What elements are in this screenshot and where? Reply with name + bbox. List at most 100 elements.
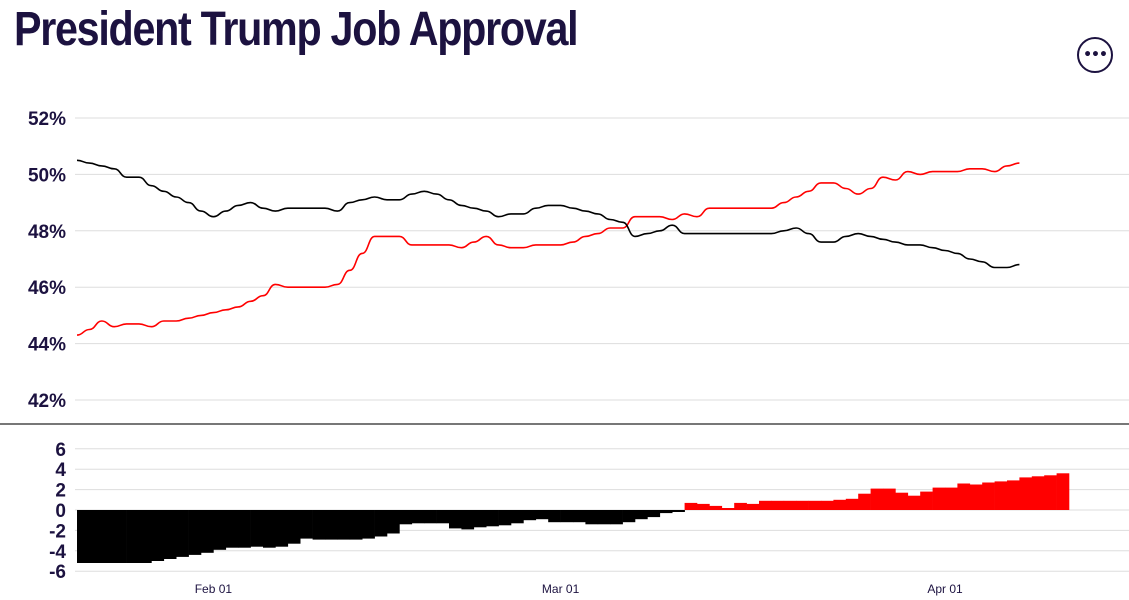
net-bar: [1031, 476, 1045, 510]
series-point-1: [324, 207, 326, 209]
series-point-1: [895, 241, 897, 243]
net-bar: [139, 510, 152, 563]
series-point-0: [647, 216, 649, 218]
net-bar: [635, 510, 648, 520]
net-bar: [870, 488, 884, 510]
series-point-1: [76, 160, 78, 162]
series-point-1: [312, 207, 314, 209]
series-point-1: [275, 210, 277, 212]
series-point-1: [523, 213, 525, 215]
net-bar: [535, 510, 549, 520]
series-point-1: [634, 236, 636, 238]
series-point-0: [510, 247, 512, 249]
series-point-0: [758, 207, 760, 209]
series-point-1: [857, 233, 859, 235]
more-options-button[interactable]: •••: [1077, 37, 1113, 73]
net-bar: [325, 510, 338, 540]
net-bar: [573, 510, 586, 523]
series-point-0: [225, 309, 227, 311]
series-point-1: [436, 193, 438, 195]
series-point-1: [498, 216, 500, 218]
net-bar: [647, 510, 661, 518]
series-point-0: [200, 315, 202, 317]
series-point-0: [175, 320, 177, 322]
series-point-0: [733, 207, 735, 209]
series-point-1: [622, 222, 624, 224]
series-line-0: [76, 162, 1020, 336]
y-tick-label: 44%: [28, 335, 66, 356]
series-point-0: [572, 241, 574, 243]
series-point-1: [647, 233, 649, 235]
series-point-0: [287, 286, 289, 288]
net-bar: [114, 510, 127, 563]
series-point-1: [225, 210, 227, 212]
series-point-0: [833, 182, 835, 184]
series-point-0: [399, 236, 401, 238]
series-point-1: [783, 230, 785, 232]
series-point-0: [473, 241, 475, 243]
series-point-1: [374, 196, 376, 198]
series-point-1: [696, 233, 698, 235]
series-point-1: [659, 230, 661, 232]
series-point-0: [349, 269, 351, 271]
net-bar: [349, 510, 363, 540]
series-point-0: [870, 188, 872, 190]
series-point-0: [1019, 162, 1021, 164]
series-point-0: [126, 323, 128, 325]
series-point-1: [671, 224, 673, 226]
series-point-1: [535, 207, 537, 209]
series-point-0: [386, 236, 388, 238]
series-point-0: [981, 168, 983, 170]
series-point-1: [771, 233, 773, 235]
series-point-1: [386, 199, 388, 201]
net-bar: [337, 510, 351, 540]
series-point-1: [1006, 267, 1008, 269]
x-tick-label: Mar 01: [542, 582, 580, 596]
series-point-1: [572, 207, 574, 209]
series-point-0: [423, 244, 425, 246]
series-point-0: [250, 301, 252, 303]
series-point-1: [250, 202, 252, 204]
net-bar: [721, 508, 735, 510]
y-tick-label: -6: [49, 562, 66, 583]
y-tick-label: 2: [55, 481, 66, 502]
series-point-0: [609, 227, 611, 229]
series-point-0: [138, 323, 140, 325]
net-bar: [89, 510, 103, 563]
series-point-0: [188, 317, 190, 319]
net-bar: [238, 510, 251, 548]
net-bar: [783, 500, 797, 510]
net-bar: [883, 488, 896, 510]
net-bar: [126, 510, 140, 563]
series-point-1: [349, 202, 351, 204]
series-point-0: [237, 306, 239, 308]
net-bar: [746, 503, 760, 510]
series-point-1: [485, 210, 487, 212]
series-point-1: [808, 233, 810, 235]
net-bar: [907, 495, 921, 510]
series-point-0: [361, 253, 363, 255]
series-point-1: [684, 233, 686, 235]
net-bar: [697, 503, 710, 510]
net-bar: [821, 500, 834, 510]
series-point-0: [907, 171, 909, 173]
net-bar: [597, 510, 611, 525]
x-axis: Feb 01 Mar 01 Apr 01: [195, 582, 963, 596]
y-tick-label: -2: [49, 521, 66, 542]
series-point-1: [175, 196, 177, 198]
series-point-1: [845, 236, 847, 238]
series-point-1: [758, 233, 760, 235]
series-point-0: [808, 191, 810, 193]
series-point-1: [287, 207, 289, 209]
series-point-0: [771, 207, 773, 209]
series-point-1: [609, 219, 611, 221]
net-bar: [473, 510, 487, 528]
series-point-0: [622, 227, 624, 229]
series-point-1: [262, 207, 264, 209]
series-point-0: [597, 233, 599, 235]
top-panel-grid: [75, 117, 1129, 401]
net-bar: [250, 510, 264, 547]
net-bar: [486, 510, 499, 527]
net-bar: [225, 510, 239, 548]
series-point-0: [895, 179, 897, 181]
